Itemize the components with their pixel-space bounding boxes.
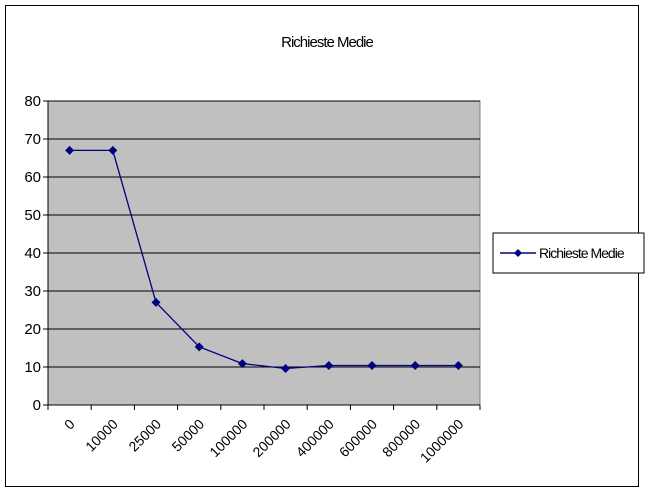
data-point <box>367 360 377 370</box>
y-tick-label: 40 <box>24 245 41 262</box>
data-point <box>151 297 161 307</box>
y-tick-label: 80 <box>24 93 41 110</box>
data-point <box>453 360 463 370</box>
series-line <box>69 149 459 370</box>
data-point <box>281 364 291 374</box>
data-point <box>194 342 204 352</box>
y-axis-ticks: 0 10 20 30 40 50 60 70 80 <box>24 93 48 414</box>
legend-marker <box>514 249 522 257</box>
chart-title: Richieste Medie <box>281 34 373 51</box>
series-layer <box>65 145 463 374</box>
data-point <box>237 359 247 369</box>
data-point <box>410 360 420 370</box>
y-tick-label: 20 <box>24 321 41 338</box>
y-tick-label: 10 <box>24 359 41 376</box>
y-tick-label: 70 <box>24 131 41 148</box>
y-tick-label: 0 <box>33 397 41 414</box>
data-point <box>324 360 334 370</box>
y-tick-label: 50 <box>24 207 41 224</box>
legend-label: Richieste Medie <box>539 245 625 261</box>
legend: Richieste Medie <box>492 232 645 274</box>
data-point <box>108 145 118 155</box>
y-tick-label: 30 <box>24 283 41 300</box>
data-point <box>65 145 75 155</box>
y-tick-label: 60 <box>24 169 41 186</box>
